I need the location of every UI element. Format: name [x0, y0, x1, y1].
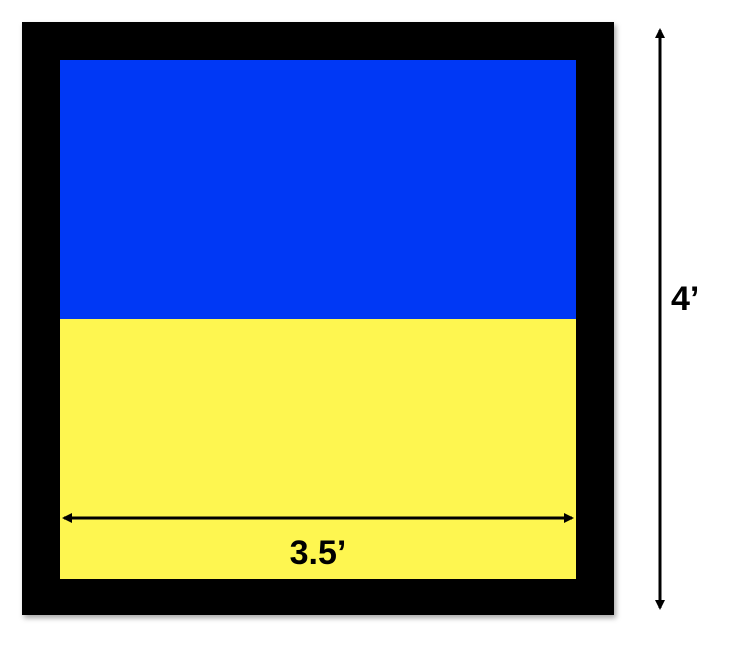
- width-label: 3.5’: [289, 534, 347, 572]
- yellow-panel: [60, 319, 576, 579]
- blue-panel: [60, 60, 576, 319]
- height-label: 4’: [671, 280, 700, 318]
